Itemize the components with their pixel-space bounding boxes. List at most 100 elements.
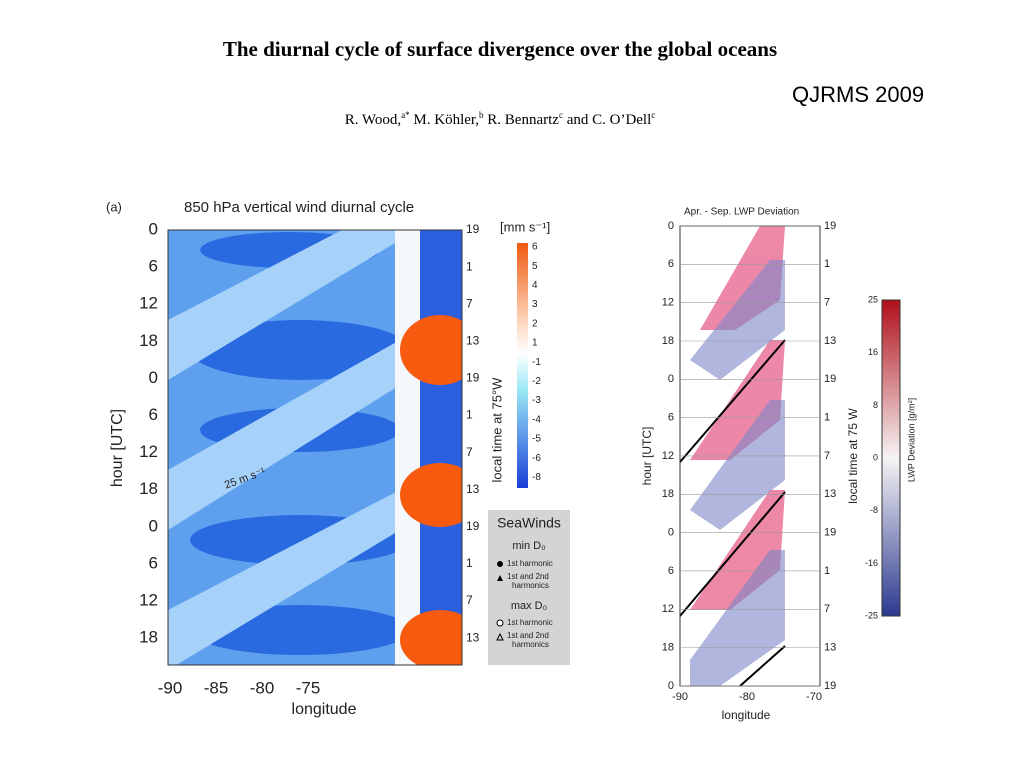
legend-entry: harmonics: [512, 581, 549, 590]
x-tick-label: -90: [672, 691, 688, 703]
colorbar-tick-label: -8: [870, 505, 878, 515]
right-tick-label: 19: [466, 371, 480, 385]
colorbar-tick-label: -2: [532, 376, 541, 387]
affiliation: c: [558, 110, 563, 120]
heatmap-a: [168, 230, 462, 665]
right-tick-label: 19: [824, 527, 836, 539]
y-tick-label: 18: [662, 642, 674, 654]
y-tick-label: 12: [662, 450, 674, 462]
colorbar-b: [881, 299, 901, 617]
y-tick-label: 0: [149, 219, 158, 238]
x-tick-label: -70: [806, 691, 822, 703]
colorbar-unit: [mm s⁻¹]: [500, 219, 550, 234]
y-axis-label: hour [UTC]: [640, 427, 654, 486]
affiliation: c: [651, 110, 656, 120]
right-tick-label: 1: [466, 259, 473, 273]
right-tick-label: 19: [466, 519, 480, 533]
label: 850 hPa vertical wind diurnal cycle: [184, 199, 414, 216]
y-tick-label: 6: [149, 553, 158, 572]
right-tick-label: 13: [824, 488, 836, 500]
right-tick-label: 13: [466, 482, 480, 496]
colorbar-tick-label: -25: [865, 611, 878, 621]
legend-dot-open: [496, 619, 504, 627]
right-tick-label: 1: [824, 565, 830, 577]
y-tick-label: 0: [668, 220, 674, 232]
colorbar-tick-label: 25: [868, 294, 878, 304]
legend-entry: 1st and 2nd: [507, 572, 549, 581]
affiliation: b: [479, 110, 484, 120]
paper-title: The diurnal cycle of surface divergence …: [222, 37, 778, 61]
legend-heading: min D₀: [512, 540, 545, 552]
legend-heading: max D₀: [511, 600, 547, 612]
legend-triangle-open: [496, 632, 504, 641]
author: M. Köhler,: [409, 112, 480, 128]
colorbar-tick-label: 8: [873, 400, 878, 410]
y-tick-label: 6: [149, 257, 158, 276]
affiliation: a*: [401, 110, 410, 120]
y-tick-label: 6: [668, 412, 674, 424]
legend-entry: harmonics: [512, 640, 549, 649]
label: Apr. - Sep. LWP Deviation: [684, 207, 799, 218]
colorbar-tick-label: 4: [532, 280, 538, 291]
legend-dot: [497, 561, 503, 567]
frame-a: [167, 229, 463, 666]
y-tick-label: 12: [139, 442, 158, 461]
right-tick-label: 1: [824, 412, 830, 424]
y-tick-label: 18: [139, 331, 158, 350]
x-tick-label: -80: [739, 691, 755, 703]
right-tick-label: 13: [824, 335, 836, 347]
right-tick-label: 19: [824, 373, 836, 385]
y-tick-label: 18: [662, 335, 674, 347]
y-tick-label: 0: [668, 373, 674, 385]
colorbar-tick-label: 0: [873, 452, 878, 462]
right-tick-label: 7: [824, 603, 830, 615]
right-tick-label: 1: [824, 258, 830, 270]
right-axis-label: local time at 75°W: [489, 377, 504, 483]
y-tick-label: 0: [668, 527, 674, 539]
legend-title: SeaWinds: [497, 515, 561, 531]
right-tick-label: 13: [466, 333, 480, 347]
right-tick-label: 13: [466, 630, 480, 644]
right-tick-label: 7: [824, 297, 830, 309]
right-tick-label: 7: [466, 445, 473, 459]
colorbar-tick-label: 3: [532, 299, 538, 310]
x-tick-label: -90: [158, 678, 183, 697]
x-axis-label: longitude: [292, 701, 357, 718]
colorbar-label: LWP Deviation [g/m²]: [906, 398, 916, 482]
colorbar-tick-label: -8: [532, 472, 541, 483]
y-tick-label: 12: [139, 590, 158, 609]
colorbar-tick-label: 1: [532, 338, 538, 349]
right-tick-label: 19: [466, 222, 480, 236]
y-tick-label: 6: [668, 258, 674, 270]
right-tick-label: 7: [466, 296, 473, 310]
y-tick-label: 12: [662, 603, 674, 615]
y-tick-label: 6: [149, 405, 158, 424]
authors: R. Wood,a* M. Köhler,b R. Bennartzc and …: [180, 110, 820, 129]
label: (a): [106, 199, 122, 214]
colorbar-tick-label: 6: [532, 242, 538, 253]
x-tick-label: -85: [204, 678, 229, 697]
author: and C. O’Dell: [562, 112, 652, 128]
colorbar-a: [517, 243, 528, 488]
legend-box: [488, 510, 570, 665]
right-tick-label: 7: [824, 450, 830, 462]
right-tick-label: 19: [824, 680, 836, 692]
x-axis-label: longitude: [722, 708, 771, 722]
y-tick-label: 18: [662, 488, 674, 500]
y-tick-label: 18: [139, 479, 158, 498]
venue: QJRMS 2009: [792, 82, 925, 107]
y-tick-label: 6: [668, 565, 674, 577]
y-tick-label: 0: [149, 368, 158, 387]
right-tick-label: 1: [466, 556, 473, 570]
colorbar-tick-label: 16: [868, 347, 878, 357]
y-tick-label: 0: [149, 516, 158, 535]
colorbar-tick-label: -16: [865, 558, 878, 568]
right-axis-label: local time at 75 W: [846, 408, 860, 504]
y-tick-label: 12: [139, 294, 158, 313]
legend-triangle: [497, 575, 503, 581]
right-tick-label: 13: [824, 642, 836, 654]
colorbar-tick-label: -5: [532, 434, 541, 445]
legend-entry: 1st harmonic: [507, 618, 553, 627]
